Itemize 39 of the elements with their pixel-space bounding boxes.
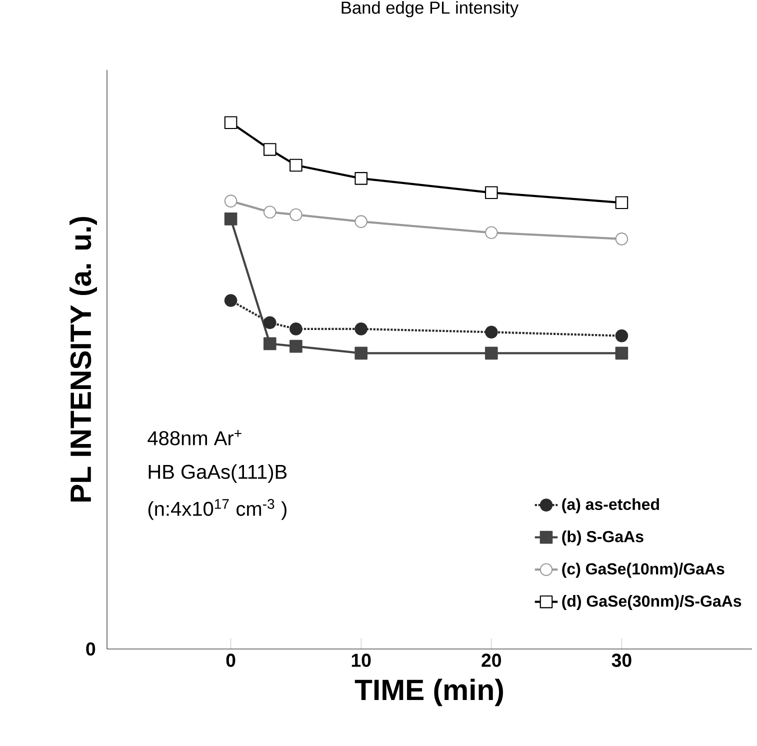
point — [354, 346, 368, 360]
point — [224, 294, 238, 307]
point — [263, 206, 276, 219]
y-axis-title: PL INTENSITY (a. u.) — [70, 216, 97, 502]
x-tick-label: 10 — [352, 654, 371, 667]
point — [615, 346, 628, 360]
annotation: HB GaAs(111)B — [148, 464, 287, 483]
point — [354, 172, 368, 185]
point — [263, 337, 276, 350]
text: 0 — [86, 642, 96, 656]
annotation: 488nm Ar$^{+}$ — [148, 430, 242, 446]
point — [290, 322, 302, 336]
point — [290, 208, 302, 222]
annotation: (n:4x10$^{17}$ cm$^{-3}$ ) — [148, 499, 286, 520]
legend-label: (a) as-etched — [562, 498, 659, 514]
point — [224, 212, 238, 226]
legend-label: (d) GaSe(30nm)/S-GaAs — [562, 595, 742, 610]
x-tick-label: 20 — [482, 654, 502, 667]
legend-label: (b) S-GaAs — [562, 530, 644, 546]
point — [354, 215, 368, 228]
point — [615, 232, 628, 246]
x-tick-label: 0 — [226, 654, 236, 667]
x-tick-label: 30 — [612, 654, 632, 667]
point — [263, 316, 276, 330]
point — [224, 116, 238, 130]
point — [263, 143, 276, 156]
point — [290, 158, 302, 172]
point — [224, 194, 238, 208]
point — [485, 346, 498, 360]
point — [615, 329, 628, 342]
point — [485, 186, 498, 200]
chart-title: Band edge PL intensity — [342, 1, 519, 18]
point — [615, 196, 628, 210]
x-axis-title: TIME (min) — [354, 678, 503, 706]
point — [485, 326, 498, 339]
point — [290, 340, 302, 353]
point — [354, 322, 368, 336]
point — [485, 226, 498, 240]
legend-label: (c) GaSe(10nm)/GaAs — [562, 562, 724, 578]
